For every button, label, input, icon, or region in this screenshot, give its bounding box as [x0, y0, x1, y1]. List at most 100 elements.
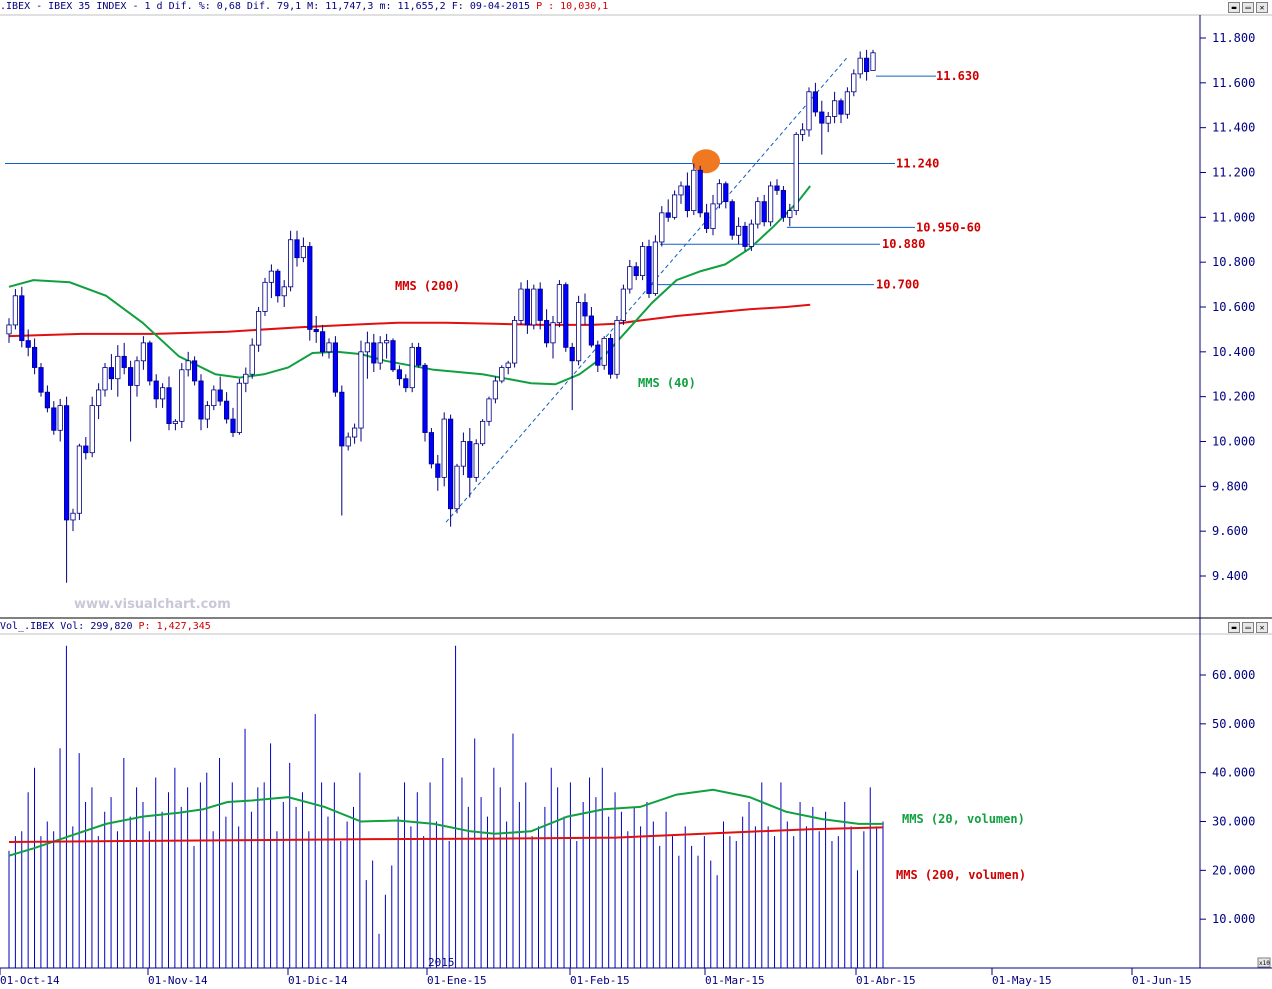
candle-up — [204, 405, 210, 420]
mms200-line — [8, 303, 811, 338]
level-label: 10.700 — [876, 278, 919, 292]
candle-down — [44, 391, 51, 409]
restore-icon[interactable]: ▭ — [1242, 2, 1254, 13]
candle-down — [819, 111, 825, 124]
candle-down — [595, 344, 601, 366]
candle-up — [800, 129, 806, 135]
price-tick-label: 11.000 — [1212, 210, 1255, 224]
minimize-icon[interactable]: ▬ — [1228, 622, 1240, 633]
candle-up — [377, 342, 383, 364]
candle-up — [755, 201, 761, 225]
candle-up — [441, 418, 447, 478]
price-tick-label: 10.800 — [1212, 255, 1255, 269]
candle-up — [70, 512, 76, 521]
candle-up — [351, 427, 358, 438]
candle-up — [672, 194, 678, 218]
candle-down — [83, 445, 89, 454]
candle-down — [127, 367, 134, 386]
candle-up — [556, 284, 563, 324]
candle-up — [518, 288, 524, 321]
x-tick-label: 01-Oct-14 — [0, 974, 60, 987]
candle-up — [140, 342, 146, 362]
candle-up — [281, 286, 287, 297]
candle-down — [684, 185, 691, 212]
price-tick-label: 11.200 — [1212, 166, 1255, 180]
candle-down — [25, 340, 31, 348]
x-tick-label: 01-Nov-14 — [148, 974, 208, 987]
candle-up — [851, 73, 857, 93]
candle-down — [582, 302, 588, 317]
price-y-axis: 9.400 9.600 9.800 10.000 10.200 10.400 10.600 1… — [1200, 31, 1255, 583]
volume-label: Vol_.IBEX Vol: — [0, 621, 85, 632]
candle-up — [102, 367, 108, 391]
volume-value: 299,820 — [90, 621, 133, 632]
candle-down — [230, 418, 236, 433]
candle-down — [646, 246, 652, 294]
level-label: 11.240 — [896, 157, 939, 171]
volume-annotation-labels: MMS (20, volumen) MMS (200, volumen) — [896, 812, 1026, 882]
level-label: 10.880 — [882, 237, 925, 251]
minimize-icon[interactable]: ▬ — [1228, 2, 1240, 13]
trend-line — [445, 57, 847, 523]
candle-up — [710, 203, 716, 229]
candle-up — [409, 346, 415, 389]
candle-up — [211, 389, 217, 407]
volume-pane-header: Vol_.IBEX Vol: 299,820 P: 1,427,345 — [0, 620, 211, 634]
candle-down — [294, 239, 300, 259]
candle-up — [185, 360, 191, 371]
price-pane-window-buttons: ▬ ▭ ✕ — [1228, 2, 1268, 13]
p-label: P : — [536, 1, 555, 12]
period-label: 1 d — [144, 1, 163, 12]
date-value: 09-04-2015 — [469, 1, 531, 12]
candle-up — [473, 443, 479, 478]
candle-up — [499, 367, 505, 382]
annotation-labels: 11.630 11.240 10.950-60 10.880 10.700 MMS (20… — [395, 69, 981, 390]
candle-up — [857, 57, 863, 75]
price-tick-label: 10.200 — [1212, 390, 1255, 404]
candle-up — [383, 340, 390, 344]
candle-down — [435, 463, 441, 478]
candle-down — [313, 329, 319, 333]
dif-pct-value: 0,68 — [216, 1, 241, 12]
close-icon[interactable]: ✕ — [1256, 622, 1268, 633]
candle-up — [716, 183, 723, 205]
time-x-axis: 01-Oct-14 01-Nov-14 01-Dic-14 01-Ene-15 01-F… — [0, 968, 1192, 987]
candle-down — [812, 91, 819, 113]
volume-mms200-label: MMS (200, volumen) — [896, 868, 1026, 882]
candle-down — [108, 367, 114, 380]
max-label: M: — [307, 1, 320, 12]
price-tick-label: 9.600 — [1212, 524, 1248, 538]
mms40-label: MMS (40) — [638, 376, 696, 390]
candle-down — [780, 190, 787, 218]
min-value: 11,655,2 — [397, 1, 446, 12]
candle-up — [326, 342, 332, 353]
price-pane-header: .IBEX - IBEX 35 INDEX - 1 d Dif. %: 0,68… — [0, 0, 608, 14]
candle-down — [390, 340, 396, 371]
candle-up — [115, 355, 121, 380]
candle-up — [640, 246, 646, 277]
candle-up — [236, 382, 242, 433]
candle-up — [492, 380, 499, 400]
p-value: 10,030,1 — [560, 1, 609, 12]
candle-down — [838, 100, 844, 115]
candle-down — [339, 391, 345, 447]
candle-up — [486, 398, 492, 422]
candle-down — [761, 201, 767, 223]
candle-up — [159, 387, 166, 400]
candle-up — [550, 322, 556, 344]
candle-down — [428, 432, 435, 465]
candle-down — [415, 346, 422, 366]
close-icon[interactable]: ✕ — [1256, 2, 1268, 13]
candle-down — [633, 266, 639, 277]
candle-up — [243, 373, 249, 384]
candle-up — [12, 295, 18, 326]
candle-up — [172, 420, 178, 424]
price-tick-label: 11.400 — [1212, 121, 1255, 135]
volume-mms200-line — [8, 826, 884, 843]
scale-button[interactable] — [1257, 957, 1271, 968]
year-marker: 2015 — [428, 956, 455, 969]
restore-icon[interactable]: ▭ — [1242, 622, 1254, 633]
candle-up — [620, 288, 627, 321]
candle-up — [89, 405, 95, 454]
